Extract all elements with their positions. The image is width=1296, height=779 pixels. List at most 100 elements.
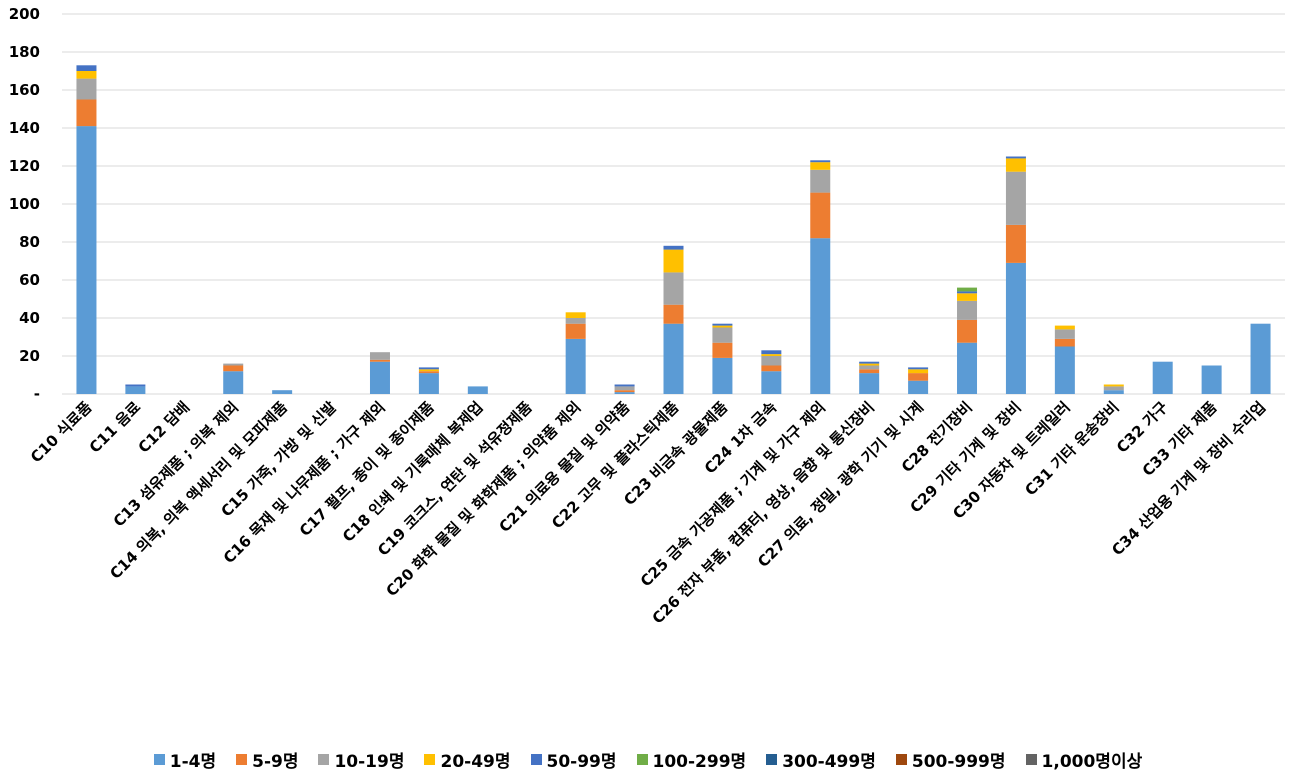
bar-segment bbox=[223, 363, 244, 366]
bar-segment bbox=[957, 293, 978, 301]
bar-segment bbox=[810, 162, 831, 170]
legend-label: 10-19명 bbox=[334, 751, 405, 772]
bar-segment bbox=[859, 363, 880, 366]
y-tick-label: 140 bbox=[9, 119, 40, 137]
bar-segment bbox=[957, 287, 978, 292]
bar-segment bbox=[467, 386, 488, 394]
bar-segment bbox=[859, 373, 880, 394]
legend-swatch bbox=[895, 753, 907, 765]
bar-segment bbox=[76, 99, 97, 127]
legend-item: 50-99명 bbox=[530, 747, 617, 772]
bar-stack bbox=[1201, 365, 1222, 394]
legend-swatch bbox=[766, 753, 778, 765]
bar-stack bbox=[1250, 323, 1271, 394]
legend-label: 5-9명 bbox=[252, 751, 299, 772]
y-tick-label: 200 bbox=[9, 5, 40, 23]
bar-segment bbox=[272, 390, 293, 394]
bar-segment bbox=[1005, 171, 1026, 225]
bar-segment bbox=[1103, 390, 1124, 394]
legend-item: 5-9명 bbox=[236, 747, 298, 772]
bar-segment bbox=[957, 342, 978, 394]
bar-segment bbox=[712, 357, 733, 394]
bar-segment bbox=[1054, 329, 1075, 339]
bar-segment bbox=[565, 323, 586, 339]
bar-segment bbox=[614, 386, 635, 391]
bar-segment bbox=[859, 365, 880, 370]
legend-item: 10-19명 bbox=[318, 747, 404, 772]
bar-stack bbox=[712, 323, 733, 394]
bar-segment bbox=[908, 380, 929, 394]
bar-stack bbox=[908, 367, 929, 394]
bar-segment bbox=[761, 365, 782, 372]
gridlines bbox=[62, 13, 1285, 395]
legend-label: 50-99명 bbox=[546, 751, 617, 772]
bar-stack bbox=[810, 160, 831, 394]
bar-segment bbox=[810, 160, 831, 163]
bar-segment bbox=[565, 312, 586, 318]
bar-segment bbox=[761, 354, 782, 356]
bar-segment bbox=[418, 371, 439, 374]
bar-stack bbox=[859, 361, 880, 394]
bar-segment bbox=[908, 369, 929, 374]
legend-item: 20-49명 bbox=[424, 747, 511, 772]
x-tick-label: C11 음료 bbox=[86, 398, 145, 457]
y-tick-label: 160 bbox=[9, 81, 40, 99]
bar-segment bbox=[76, 65, 97, 71]
bar-segment bbox=[614, 392, 635, 394]
y-tick-label: 80 bbox=[19, 233, 40, 251]
bar-segment bbox=[614, 384, 635, 387]
legend-label: 1,000명이상 bbox=[1041, 751, 1143, 772]
legend-label: 500-999명 bbox=[911, 751, 1006, 772]
bar-segment bbox=[761, 350, 782, 355]
bar-stack bbox=[1054, 325, 1075, 394]
bar-segment bbox=[1054, 325, 1075, 330]
bar-segment bbox=[908, 373, 929, 381]
legend-item: 300-499명 bbox=[766, 747, 876, 772]
bar-segment bbox=[663, 245, 684, 250]
legend-label: 1-4명 bbox=[169, 751, 217, 772]
y-tick-label: 40 bbox=[19, 309, 40, 327]
x-tick-label: C10 식료품 bbox=[27, 398, 95, 466]
legend-swatch bbox=[1025, 753, 1037, 765]
legend-item: 1-4명 bbox=[153, 747, 217, 772]
bar-stack bbox=[369, 352, 390, 394]
bar-stack bbox=[1005, 156, 1026, 394]
bar-segment bbox=[1005, 158, 1026, 172]
bar-segment bbox=[712, 325, 733, 328]
bar-segment bbox=[810, 169, 831, 193]
bar-stack bbox=[223, 363, 244, 394]
bar-segment bbox=[1250, 323, 1271, 394]
y-tick-label: 120 bbox=[9, 157, 40, 175]
bar-segment bbox=[1103, 384, 1124, 387]
bar-segment bbox=[712, 323, 733, 326]
bar-stack bbox=[663, 245, 684, 394]
legend-item: 500-999명 bbox=[895, 747, 1006, 772]
bar-segment bbox=[614, 390, 635, 393]
legend-swatch bbox=[318, 753, 330, 765]
bar-segment bbox=[859, 361, 880, 364]
bar-segment bbox=[369, 359, 390, 362]
bar-segment bbox=[565, 338, 586, 394]
bar-segment bbox=[76, 126, 97, 394]
bar-segment bbox=[663, 323, 684, 394]
legend-swatch bbox=[236, 753, 248, 765]
bar-segment bbox=[663, 272, 684, 305]
x-tick-label: C14 의복, 의복 액세서리 및 모피제품 bbox=[106, 398, 291, 583]
bar-stack bbox=[125, 384, 146, 394]
bar-segment bbox=[908, 367, 929, 370]
x-tick-label: C31 기타 운송장비 bbox=[1021, 398, 1122, 499]
bar-segment bbox=[663, 249, 684, 273]
bar-segment bbox=[125, 384, 146, 387]
bar-stack bbox=[272, 390, 293, 394]
bar-segment bbox=[223, 371, 244, 394]
bar-segment bbox=[712, 342, 733, 358]
bar-stack bbox=[957, 287, 978, 394]
bar-stack bbox=[418, 367, 439, 394]
bar-segment bbox=[712, 327, 733, 343]
bar-segment bbox=[223, 365, 244, 372]
bar-stack bbox=[614, 384, 635, 394]
bar-segment bbox=[810, 238, 831, 394]
bar-segment bbox=[1054, 346, 1075, 394]
bar-segment bbox=[859, 369, 880, 374]
